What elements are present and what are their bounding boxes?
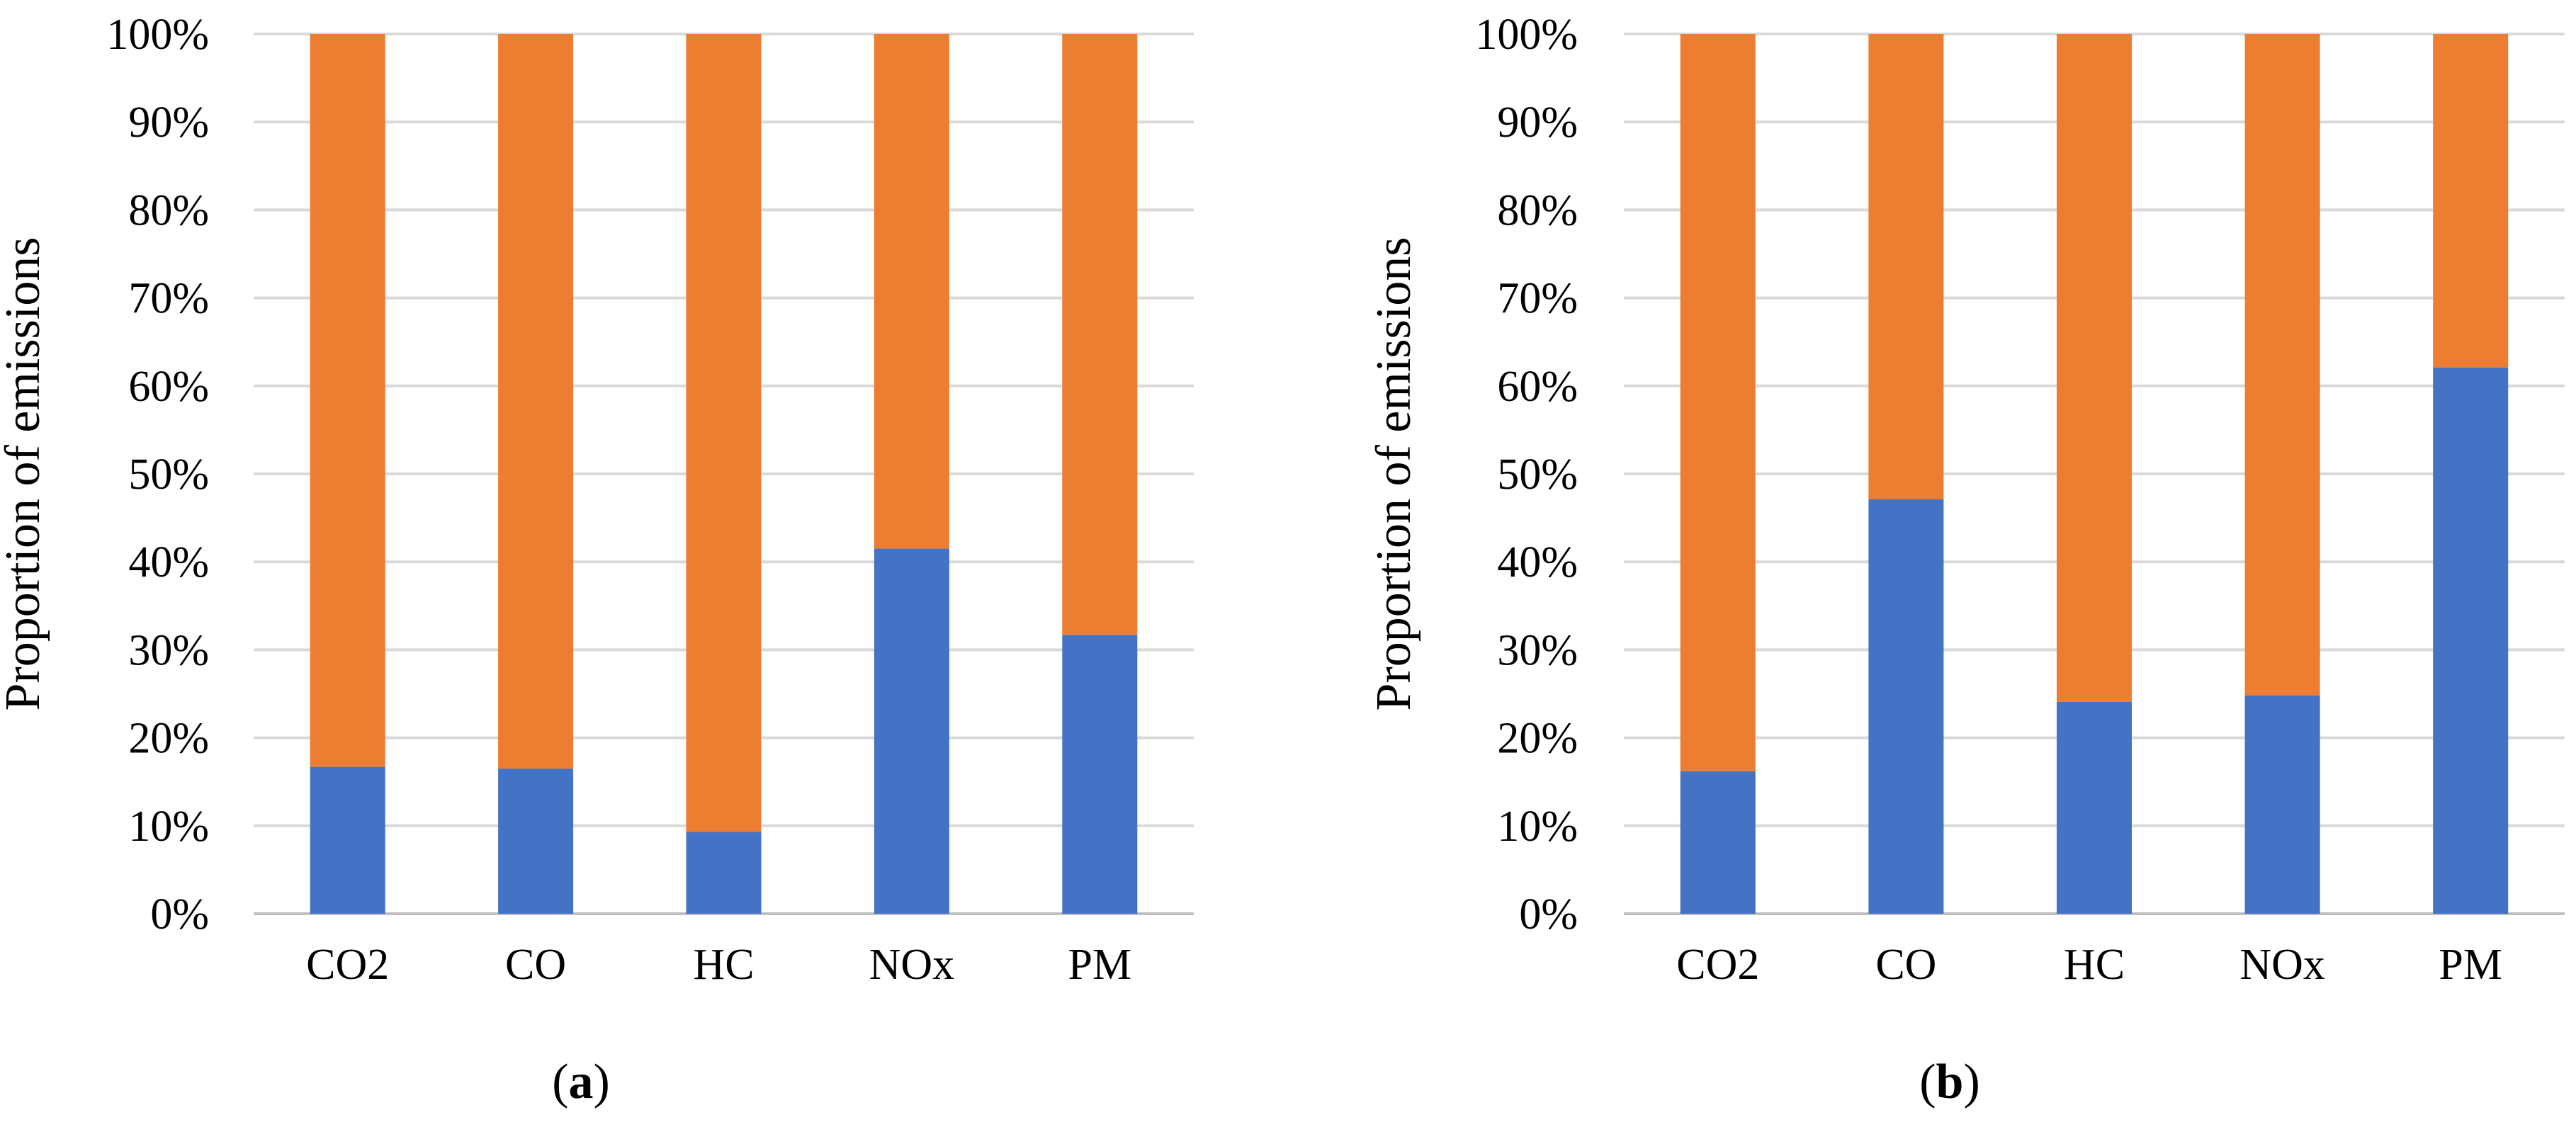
x-tick-label: PM [1068,941,1131,989]
y-tick-label: 60% [128,363,209,411]
y-tick-label: 0% [1519,890,1578,939]
bar-segment-co2-series-2 [1680,34,1756,771]
bar-segment-pm-series-1 [1062,635,1138,914]
panel-label: (a) [552,1055,610,1109]
y-tick-label: 10% [128,803,209,851]
y-tick-label: 50% [1497,450,1578,499]
panel-label-letter: a [569,1055,594,1109]
y-tick-label: 100% [106,11,209,59]
y-tick-label: 70% [1497,275,1578,323]
y-tick-label: 40% [128,538,209,586]
bar-segment-co-series-2 [498,34,574,769]
y-tick-label: 10% [1497,803,1578,851]
y-tick-label: 0% [150,890,209,939]
x-tick-label: PM [2439,941,2502,989]
bar-segment-hc-series-2 [2057,34,2132,702]
chart-panel-a: 0% 10% 20% 30% 40% 50% 60% 70% 80% 90% 100% Proport… [0,11,1194,1109]
bar-segment-co2-series-1 [310,766,385,914]
bar-segment-pm-series-2 [2433,34,2509,368]
bar-segment-pm-series-1 [2433,367,2509,914]
bar-segment-co-series-2 [1868,34,1944,500]
y-tick-label: 70% [128,275,209,323]
bar-segment-pm-series-2 [1062,34,1138,635]
y-tick-label: 90% [1497,98,1578,147]
y-tick-label: 20% [1497,715,1578,763]
y-tick-label: 80% [1497,186,1578,234]
y-tick-label: 90% [128,98,209,147]
y-tick-label: 30% [1497,626,1578,674]
x-tick-label: CO [505,941,566,989]
bar-segment-nox-series-1 [874,548,949,914]
panel-label: (b) [1919,1055,1980,1109]
bar-segment-co2-series-2 [310,34,385,767]
x-tick-label: HC [2064,941,2125,989]
bar-segment-co2-series-1 [1680,771,1756,914]
bar-segment-co-series-1 [498,769,574,914]
x-tick-label: HC [693,941,754,989]
y-tick-label: 20% [128,715,209,763]
bar-segment-co-series-1 [1868,499,1944,914]
y-tick-label: 30% [128,626,209,674]
y-axis-title: Proportion of emissions [1367,237,1421,711]
x-tick-label: NOx [869,941,955,989]
x-tick-label: CO [1875,941,1936,989]
y-tick-label: 80% [128,186,209,234]
y-tick-label: 50% [128,450,209,499]
bar-segment-hc-series-2 [686,34,762,832]
y-axis-title: Proportion of emissions [0,237,50,711]
chart-panel-b: 0% 10% 20% 30% 40% 50% 60% 70% 80% 90% 100% Proport… [1367,11,2565,1109]
x-tick-label: CO2 [306,941,389,989]
bar-segment-nox-series-1 [2244,695,2320,914]
x-tick-label: NOx [2239,941,2325,989]
panel-label-letter: b [1936,1055,1964,1109]
x-tick-label: CO2 [1676,941,1759,989]
y-tick-label: 100% [1475,11,1578,59]
bar-segment-hc-series-1 [686,832,762,914]
bar-segment-nox-series-2 [874,34,949,549]
bar-segment-nox-series-2 [2244,34,2320,696]
y-tick-label: 60% [1497,363,1578,411]
y-tick-label: 40% [1497,538,1578,586]
bar-segment-hc-series-1 [2057,701,2132,914]
